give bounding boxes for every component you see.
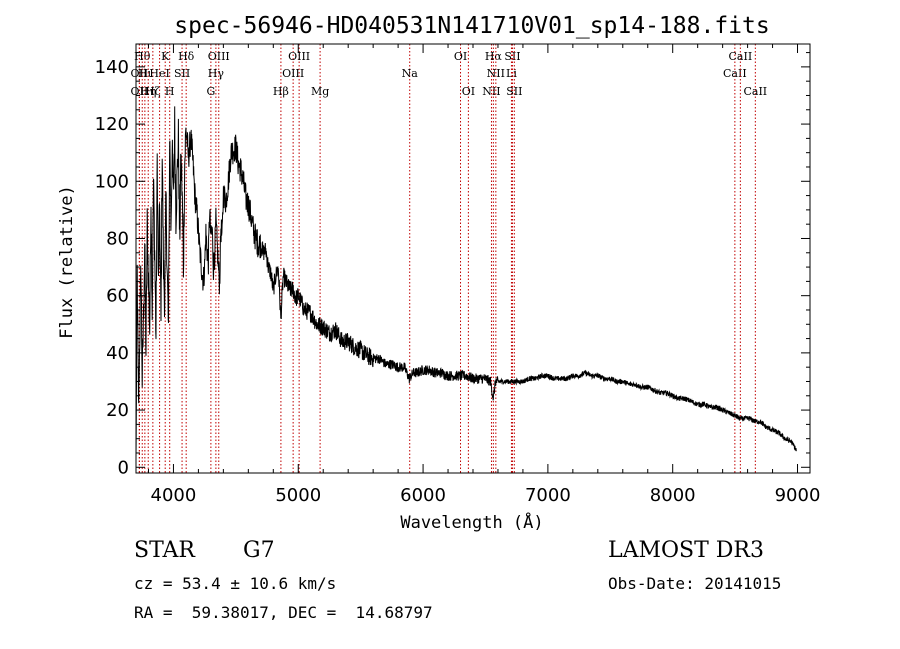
line-marker-label: Mg xyxy=(311,85,329,98)
observation-date: Obs-Date: 20141015 xyxy=(608,574,782,593)
y-tick-label: 100 xyxy=(95,171,129,192)
line-marker-label: Hζ xyxy=(145,85,161,98)
line-marker-label: CaII xyxy=(743,85,767,98)
line-marker-label: G xyxy=(206,85,215,98)
line-marker-label: SII xyxy=(504,50,520,63)
line-marker-label: NII xyxy=(487,67,505,80)
line-marker-label: SII xyxy=(506,85,522,98)
line-marker-label: OIII xyxy=(282,67,304,80)
line-marker-label: OI xyxy=(454,50,467,63)
y-tick-label: 0 xyxy=(118,457,129,478)
object-type: STAR xyxy=(134,538,195,563)
line-marker-label: Li xyxy=(506,67,517,80)
x-tick-label: 6000 xyxy=(400,485,446,506)
spectral-subclass: G7 xyxy=(243,538,275,563)
y-axis-label: Flux (relative) xyxy=(57,185,77,339)
y-tick-label: 120 xyxy=(95,114,129,135)
y-tick-label: 80 xyxy=(106,228,129,249)
line-marker-label: Hθ xyxy=(134,50,151,63)
x-tick-label: 9000 xyxy=(775,485,821,506)
line-marker-label: CaII xyxy=(723,67,747,80)
radial-velocity: cz = 53.4 ± 10.6 km/s xyxy=(134,574,337,593)
y-tick-label: 40 xyxy=(106,343,129,364)
survey-name: LAMOST DR3 xyxy=(608,538,764,563)
x-tick-label: 4000 xyxy=(151,485,197,506)
line-marker-label: NII xyxy=(482,85,500,98)
line-marker-label: OII xyxy=(131,67,149,80)
y-tick-label: 60 xyxy=(106,286,129,307)
y-tick-label: 20 xyxy=(106,400,129,421)
line-markers: OIIOIIHθHιHηHζHeIKHSIIHδGHγOIIIHβOIIIOII… xyxy=(131,44,767,473)
flux-series-line xyxy=(135,106,797,458)
x-tick-label: 8000 xyxy=(650,485,696,506)
line-marker-label: H xyxy=(165,85,175,98)
coordinates: RA = 59.38017, DEC = 14.68797 xyxy=(134,603,433,622)
line-marker-label: Hδ xyxy=(178,50,195,63)
line-marker-label: OIII xyxy=(288,50,310,63)
chart-title: spec-56946-HD040531N141710V01_sp14-188.f… xyxy=(174,13,769,39)
line-marker-label: Na xyxy=(402,67,419,80)
x-tick-label: 7000 xyxy=(525,485,571,506)
line-marker-label: Hγ xyxy=(208,67,225,80)
line-marker-label: OI xyxy=(462,85,475,98)
line-marker-label: HeI xyxy=(149,67,169,80)
line-marker-label: Hβ xyxy=(273,85,289,98)
line-marker-label: SII xyxy=(174,67,190,80)
x-tick-label: 5000 xyxy=(275,485,321,506)
line-marker-label: OIII xyxy=(208,50,230,63)
line-marker-label: Hα xyxy=(485,50,503,63)
line-marker-label: CaII xyxy=(729,50,753,63)
line-marker-label: OII xyxy=(131,85,149,98)
y-tick-label: 140 xyxy=(95,57,129,78)
plot-frame xyxy=(135,43,811,474)
line-marker-label: Hη xyxy=(140,85,156,98)
x-axis-label: Wavelength (Å) xyxy=(400,511,543,533)
line-marker-label: K xyxy=(161,50,170,63)
